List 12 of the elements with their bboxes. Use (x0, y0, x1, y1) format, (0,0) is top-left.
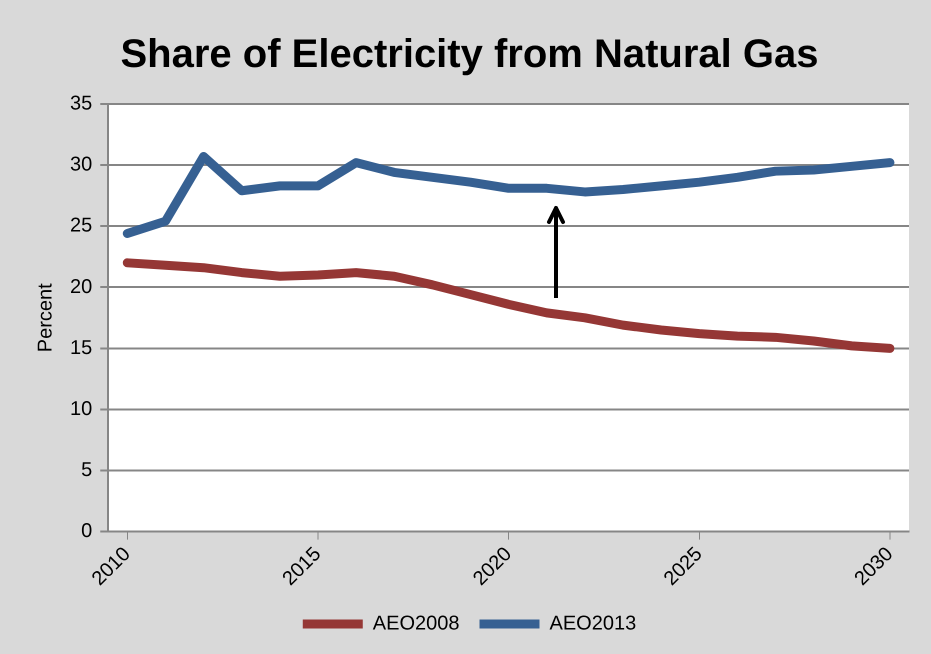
y-tick-label: 5 (81, 459, 92, 482)
legend-label: AEO2013 (550, 612, 636, 635)
y-tick-label: 10 (70, 398, 92, 420)
chart-title: Share of Electricity from Natural Gas (120, 32, 819, 76)
y-tick-label: 0 (81, 520, 92, 542)
y-tick-label: 35 (70, 92, 92, 115)
y-axis-title: Percent (34, 282, 57, 352)
y-tick-label: 25 (70, 214, 92, 237)
y-tick-label: 15 (70, 336, 92, 359)
legend-label: AEO2008 (372, 612, 460, 635)
y-tick-label: 20 (70, 276, 92, 298)
y-tick-label: 30 (70, 154, 92, 176)
